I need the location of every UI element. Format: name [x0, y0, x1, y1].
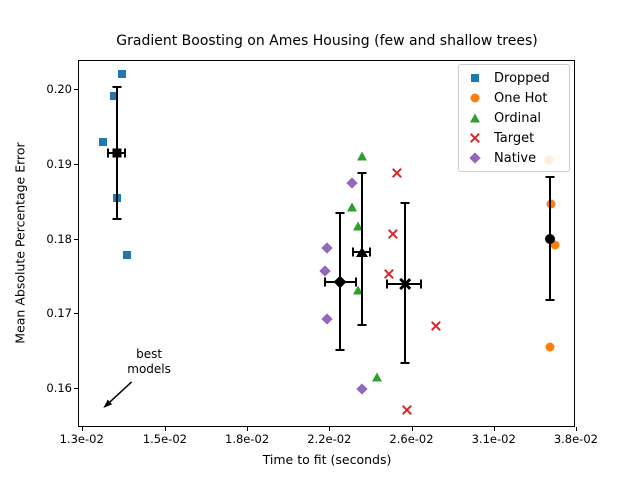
point-triangle-marker — [470, 113, 480, 123]
x-tick — [81, 427, 83, 431]
legend-item-native: Native — [465, 148, 563, 168]
legend-item-one-hot: One Hot — [465, 88, 563, 108]
y-tick-label: 0.19 — [46, 156, 72, 171]
legend-label: Dropped — [494, 70, 550, 86]
triangle-marker-icon — [465, 110, 485, 126]
square-marker-icon — [465, 70, 485, 86]
diamond-marker-icon — [465, 150, 485, 166]
x-tick-label: 3.1e-02 — [471, 432, 516, 446]
point-x-marker — [469, 132, 481, 144]
annotation-line-1: best — [136, 346, 163, 361]
legend-label: One Hot — [494, 90, 548, 106]
legend-item-ordinal: Ordinal — [465, 108, 563, 128]
point-diamond-marker — [469, 152, 481, 164]
legend: Dropped One Hot Ordinal Target Native — [458, 64, 570, 172]
circle-marker-icon — [465, 90, 485, 106]
x-tick — [247, 427, 249, 431]
point-square-marker — [471, 74, 479, 82]
x-tick — [164, 427, 166, 431]
x-tick — [411, 427, 413, 431]
y-tick-label: 0.20 — [46, 82, 72, 97]
x-axis-label: Time to fit (seconds) — [262, 452, 392, 467]
y-tick-label: 0.17 — [46, 306, 72, 321]
x-tick-label: 1.3e-02 — [59, 432, 104, 446]
legend-label: Ordinal — [494, 110, 542, 126]
y-tick-label: 0.18 — [46, 231, 72, 246]
x-tick — [329, 427, 331, 431]
annotation-line-2: models — [127, 361, 171, 376]
x-tick — [575, 427, 577, 431]
x-tick-label: 1.5e-02 — [142, 432, 187, 446]
x-tick-label: 1.8e-02 — [225, 432, 270, 446]
annotation-best-models: best models — [127, 347, 171, 377]
x-tick-label: 2.2e-02 — [307, 432, 352, 446]
x-tick — [493, 427, 495, 431]
chart-title: Gradient Boosting on Ames Housing (few a… — [116, 33, 538, 49]
x-marker-icon — [465, 130, 485, 146]
x-tick-label: 2.6e-02 — [389, 432, 434, 446]
point-circle-marker — [470, 93, 480, 103]
y-axis-label: Mean Absolute Percentage Error — [12, 142, 28, 344]
x-tick-label: 3.8e-02 — [553, 432, 598, 446]
legend-item-dropped: Dropped — [465, 68, 563, 88]
legend-item-target: Target — [465, 128, 563, 148]
legend-label: Target — [494, 130, 535, 146]
y-tick-label: 0.16 — [46, 380, 72, 395]
legend-label: Native — [494, 150, 537, 166]
